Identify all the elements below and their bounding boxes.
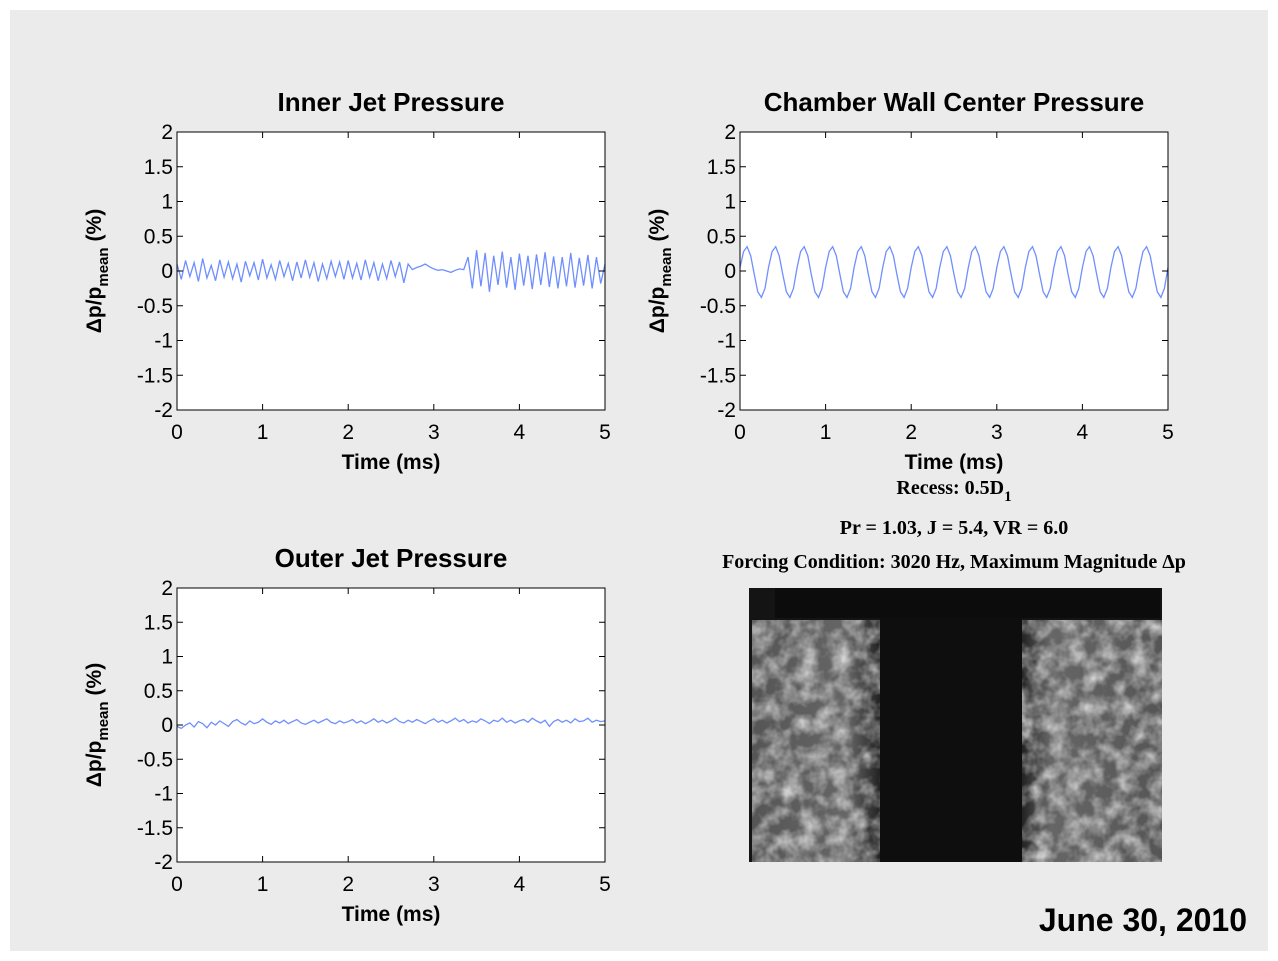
y-label-subscript: mean xyxy=(95,247,112,286)
x-tick-label: 5 xyxy=(599,873,611,896)
x-tick-label: 5 xyxy=(1162,421,1174,444)
y-label-subscript: mean xyxy=(95,701,112,740)
x-tick-label: 0 xyxy=(734,421,746,444)
y-tick-label: -0.5 xyxy=(700,295,736,318)
y-tick-label: -1 xyxy=(154,330,173,353)
y-label-unit: (%) xyxy=(83,209,106,242)
y-axis-label: Δp/pmean (%) xyxy=(83,209,112,333)
x-tick-label: 1 xyxy=(820,421,832,444)
y-label-unit: (%) xyxy=(83,663,106,696)
x-tick-label: 2 xyxy=(342,421,354,444)
plot-area xyxy=(740,132,1168,410)
x-tick-label: 3 xyxy=(991,421,1003,444)
y-tick-label: 1.5 xyxy=(707,156,736,179)
y-tick-label: 0.5 xyxy=(707,225,736,248)
y-tick-label: -0.5 xyxy=(137,748,173,771)
y-tick-label: 1.5 xyxy=(144,156,173,179)
data-line xyxy=(176,717,606,730)
plot-area xyxy=(177,132,605,410)
x-tick-label: 1 xyxy=(257,873,269,896)
x-axis-label: Time (ms) xyxy=(342,903,441,926)
y-axis-label: Δp/pmean (%) xyxy=(83,663,112,787)
x-tick-label: 0 xyxy=(171,421,183,444)
recess-text: Recess: 0.5D xyxy=(896,477,1004,499)
y-tick-label: -1.5 xyxy=(137,817,173,840)
x-tick-label: 5 xyxy=(599,421,611,444)
y-tick-label: -1 xyxy=(717,330,736,353)
x-tick-label: 2 xyxy=(342,873,354,896)
caption-forcing: Forcing Condition: 3020 Hz, Maximum Magn… xyxy=(722,551,1186,573)
chart-title: Chamber Wall Center Pressure xyxy=(764,87,1145,117)
y-label-unit: (%) xyxy=(646,209,669,242)
recess-subscript: 1 xyxy=(1004,489,1012,505)
x-tick-label: 1 xyxy=(257,421,269,444)
y-tick-label: 1.5 xyxy=(144,611,173,634)
data-line xyxy=(176,250,606,292)
chart: -2 -1.5 -1 -0.5 0 0.5 1 1.5 2 0 1 2 3 4 5 Chamber Wall … xyxy=(646,87,1174,474)
caption-conditions: Pr = 1.03, J = 5.4, VR = 6.0 xyxy=(840,517,1068,539)
y-tick-label: 1 xyxy=(161,646,173,669)
y-tick-label: -1 xyxy=(154,783,173,806)
y-axis-label: Δp/pmean (%) xyxy=(646,209,675,333)
y-tick-label: 1 xyxy=(724,191,736,214)
y-tick-label: 0 xyxy=(161,714,173,737)
chart: -2 -1.5 -1 -0.5 0 0.5 1 1.5 2 0 1 2 3 4 5 Inner Jet Pre… xyxy=(83,87,611,474)
y-tick-label: 0 xyxy=(161,260,173,283)
flame-image xyxy=(749,588,1162,862)
x-tick-label: 4 xyxy=(514,421,526,444)
y-tick-label: 2 xyxy=(161,121,173,144)
x-tick-label: 3 xyxy=(428,421,440,444)
chart: -2 -1.5 -1 -0.5 0 0.5 1 1.5 2 0 1 2 3 4 5 Outer Jet Pre… xyxy=(83,543,611,926)
y-tick-label: 2 xyxy=(724,121,736,144)
x-tick-label: 0 xyxy=(171,873,183,896)
y-tick-label: 2 xyxy=(161,577,173,600)
y-tick-label: 0.5 xyxy=(144,225,173,248)
y-tick-label: -1.5 xyxy=(137,364,173,387)
x-tick-label: 4 xyxy=(1077,421,1089,444)
date: June 30, 2010 xyxy=(1039,902,1247,938)
y-tick-label: -2 xyxy=(717,399,736,422)
y-label-subscript: mean xyxy=(658,247,675,286)
x-tick-label: 2 xyxy=(905,421,917,444)
y-tick-label: 0.5 xyxy=(144,680,173,703)
chart-title: Inner Jet Pressure xyxy=(278,87,505,117)
data-line xyxy=(739,245,1169,299)
y-label-main: Δp/p xyxy=(83,287,106,334)
x-tick-label: 3 xyxy=(428,873,440,896)
y-tick-label: -2 xyxy=(154,399,173,422)
chart-title: Outer Jet Pressure xyxy=(275,543,508,573)
caption-recess: Recess: 0.5D1 xyxy=(896,477,1011,505)
y-tick-label: 1 xyxy=(161,191,173,214)
x-axis-label: Time (ms) xyxy=(905,451,1004,474)
y-tick-label: -0.5 xyxy=(137,295,173,318)
y-label-main: Δp/p xyxy=(83,741,106,788)
x-axis-label: Time (ms) xyxy=(342,451,441,474)
x-tick-label: 4 xyxy=(514,873,526,896)
y-label-main: Δp/p xyxy=(646,287,669,334)
y-tick-label: -2 xyxy=(154,851,173,874)
y-tick-label: 0 xyxy=(724,260,736,283)
plot-area xyxy=(177,588,605,862)
y-tick-label: -1.5 xyxy=(700,364,736,387)
